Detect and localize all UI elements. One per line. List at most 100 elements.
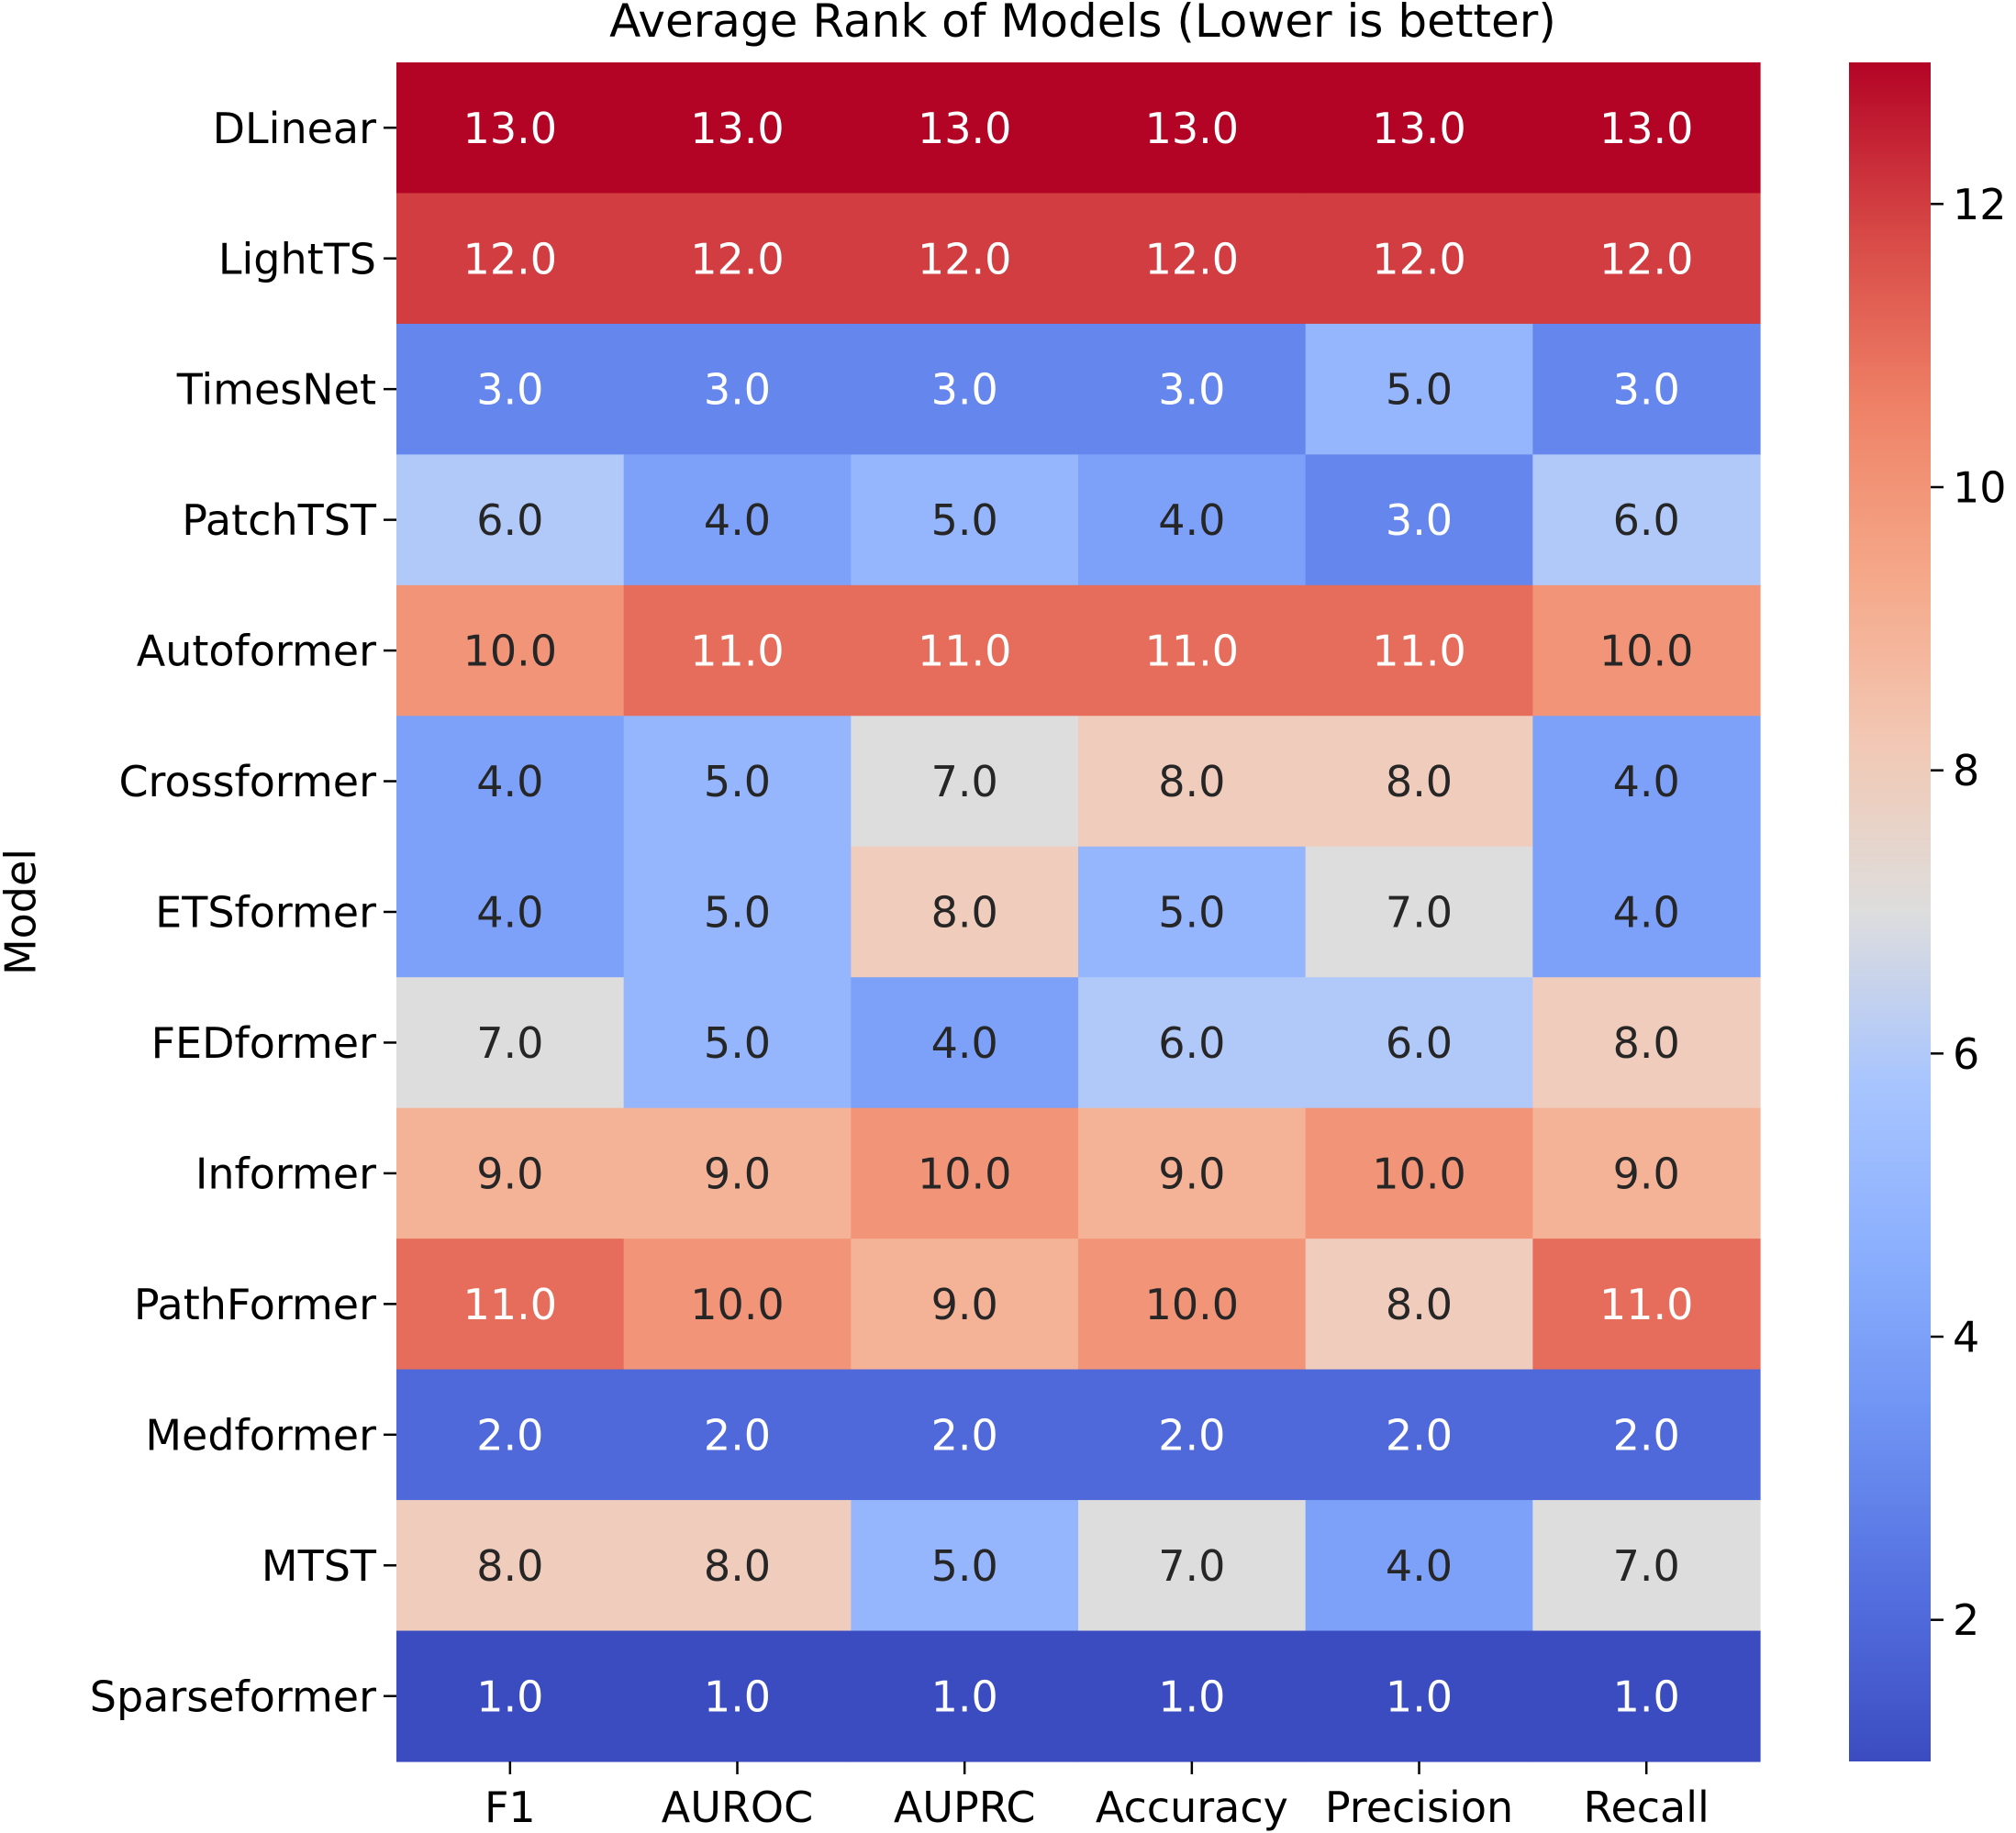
colorbar-gradient (1849, 62, 1931, 1761)
heatmap-cell (1305, 716, 1533, 848)
heatmap-cell (1305, 323, 1533, 455)
cell-value-label: 2.0 (1613, 1410, 1680, 1460)
heatmap-cell (1532, 193, 1761, 325)
cell-value-label: 5.0 (1386, 365, 1453, 415)
heatmap-cell (1532, 584, 1761, 717)
cell-value-label: 9.0 (931, 1280, 998, 1329)
heatmap-cell (1078, 1500, 1307, 1632)
heatmap-cell (851, 1630, 1079, 1762)
row-tick-label: FEDformer (151, 1018, 376, 1068)
heatmap-cell (1305, 454, 1533, 586)
heatmap-cell (1532, 1500, 1761, 1632)
column-tick-label: AUROC (662, 1783, 813, 1832)
row-tick-label: Autoformer (137, 627, 376, 676)
heatmap-cell (623, 716, 852, 848)
cell-value-label: 7.0 (1158, 1541, 1225, 1591)
heatmap-cell (1532, 454, 1761, 586)
cell-value-label: 11.0 (1372, 627, 1465, 676)
cell-value-label: 1.0 (1613, 1672, 1680, 1721)
cell-value-label: 4.0 (1158, 495, 1225, 545)
cell-value-label: 8.0 (476, 1541, 543, 1591)
heatmap-cell (396, 323, 625, 455)
heatmap-cell (396, 846, 625, 978)
heatmap-cell (396, 1630, 625, 1762)
cell-value-label: 1.0 (1386, 1672, 1453, 1721)
cell-value-label: 2.0 (704, 1410, 771, 1460)
heatmap-cell (623, 1369, 852, 1501)
heatmap-cell (623, 1239, 852, 1371)
heatmap-cell (1078, 584, 1307, 717)
cell-value-label: 7.0 (476, 1018, 543, 1068)
cell-value-label: 8.0 (931, 888, 998, 938)
cell-value-label: 12.0 (690, 234, 784, 283)
cell-value-label: 1.0 (1158, 1672, 1225, 1721)
cell-value-label: 9.0 (704, 1149, 771, 1198)
cell-value-label: 3.0 (1613, 365, 1680, 415)
heatmap-cell (851, 584, 1079, 717)
cell-value-label: 4.0 (476, 757, 543, 806)
cell-value-label: 1.0 (931, 1672, 998, 1721)
heatmap-cell (851, 62, 1079, 194)
colorbar-ticks: 2 4 6 8 10 12 (1931, 180, 2007, 1645)
row-tick-label: Sparseformer (90, 1672, 376, 1721)
heatmap-cell (396, 1239, 625, 1371)
heatmap-cell (623, 454, 852, 586)
heatmap-cell (623, 62, 852, 194)
column-tick-label: Precision (1325, 1783, 1513, 1832)
cell-value-label: 5.0 (931, 495, 998, 545)
cell-value-label: 12.0 (1145, 234, 1239, 283)
cell-value-label: 6.0 (476, 495, 543, 545)
cell-value-label: 2.0 (931, 1410, 998, 1460)
heatmap-cell (623, 1107, 852, 1239)
heatmap-cell (623, 846, 852, 978)
heatmap-cell (1078, 323, 1307, 455)
heatmap-cell (1078, 977, 1307, 1109)
heatmap-cell (623, 584, 852, 717)
heatmap-cell (1532, 1369, 1761, 1501)
cell-value-label: 2.0 (1386, 1410, 1453, 1460)
cell-value-label: 13.0 (463, 104, 557, 153)
column-tick-label: F1 (485, 1783, 536, 1832)
heatmap-cell (396, 193, 625, 325)
cell-value-label: 1.0 (704, 1672, 771, 1721)
heatmap-cell (1532, 323, 1761, 455)
heatmap-cell (851, 716, 1079, 848)
heatmap-cell (1532, 977, 1761, 1109)
cell-value-label: 5.0 (704, 888, 771, 938)
heatmap-cell (1305, 1369, 1533, 1501)
heatmap-cell (1532, 1107, 1761, 1239)
heatmap-cell (1078, 716, 1307, 848)
heatmap-cell (1305, 62, 1533, 194)
cell-value-label: 13.0 (1599, 104, 1693, 153)
cell-value-label: 9.0 (1613, 1149, 1680, 1198)
cell-value-label: 13.0 (918, 104, 1011, 153)
heatmap-cell (1532, 716, 1761, 848)
heatmap-cells (396, 62, 1761, 1762)
heatmap-cell (1078, 62, 1307, 194)
row-tick-label: Medformer (145, 1410, 376, 1460)
heatmap-cell (1305, 1239, 1533, 1371)
row-tick-label: TimesNet (176, 365, 376, 415)
cell-value-label: 2.0 (476, 1410, 543, 1460)
heatmap-cell (396, 977, 625, 1109)
cell-value-label: 4.0 (1386, 1541, 1453, 1591)
heatmap-cell (1078, 454, 1307, 586)
cell-value-label: 12.0 (918, 234, 1011, 283)
cell-value-label: 8.0 (1613, 1018, 1680, 1068)
cell-value-label: 11.0 (1599, 1280, 1693, 1329)
heatmap-cell (851, 454, 1079, 586)
colorbar-tick-label: 4 (1953, 1313, 1979, 1362)
heatmap-cell (396, 1107, 625, 1239)
heatmap-cell (1305, 977, 1533, 1109)
cell-value-label: 4.0 (1613, 757, 1680, 806)
cell-value-label: 4.0 (1613, 888, 1680, 938)
heatmap-cell (1305, 193, 1533, 325)
colorbar: 2 4 6 8 10 12 (1849, 62, 2007, 1761)
heatmap-cell (396, 454, 625, 586)
heatmap-cell (396, 1369, 625, 1501)
cell-value-label: 6.0 (1158, 1018, 1225, 1068)
heatmap-cell (1532, 62, 1761, 194)
cell-value-label: 3.0 (476, 365, 543, 415)
cell-value-label: 3.0 (931, 365, 998, 415)
row-axis: DLinear LightTS TimesNet PatchTST Autoformer… (90, 104, 396, 1721)
